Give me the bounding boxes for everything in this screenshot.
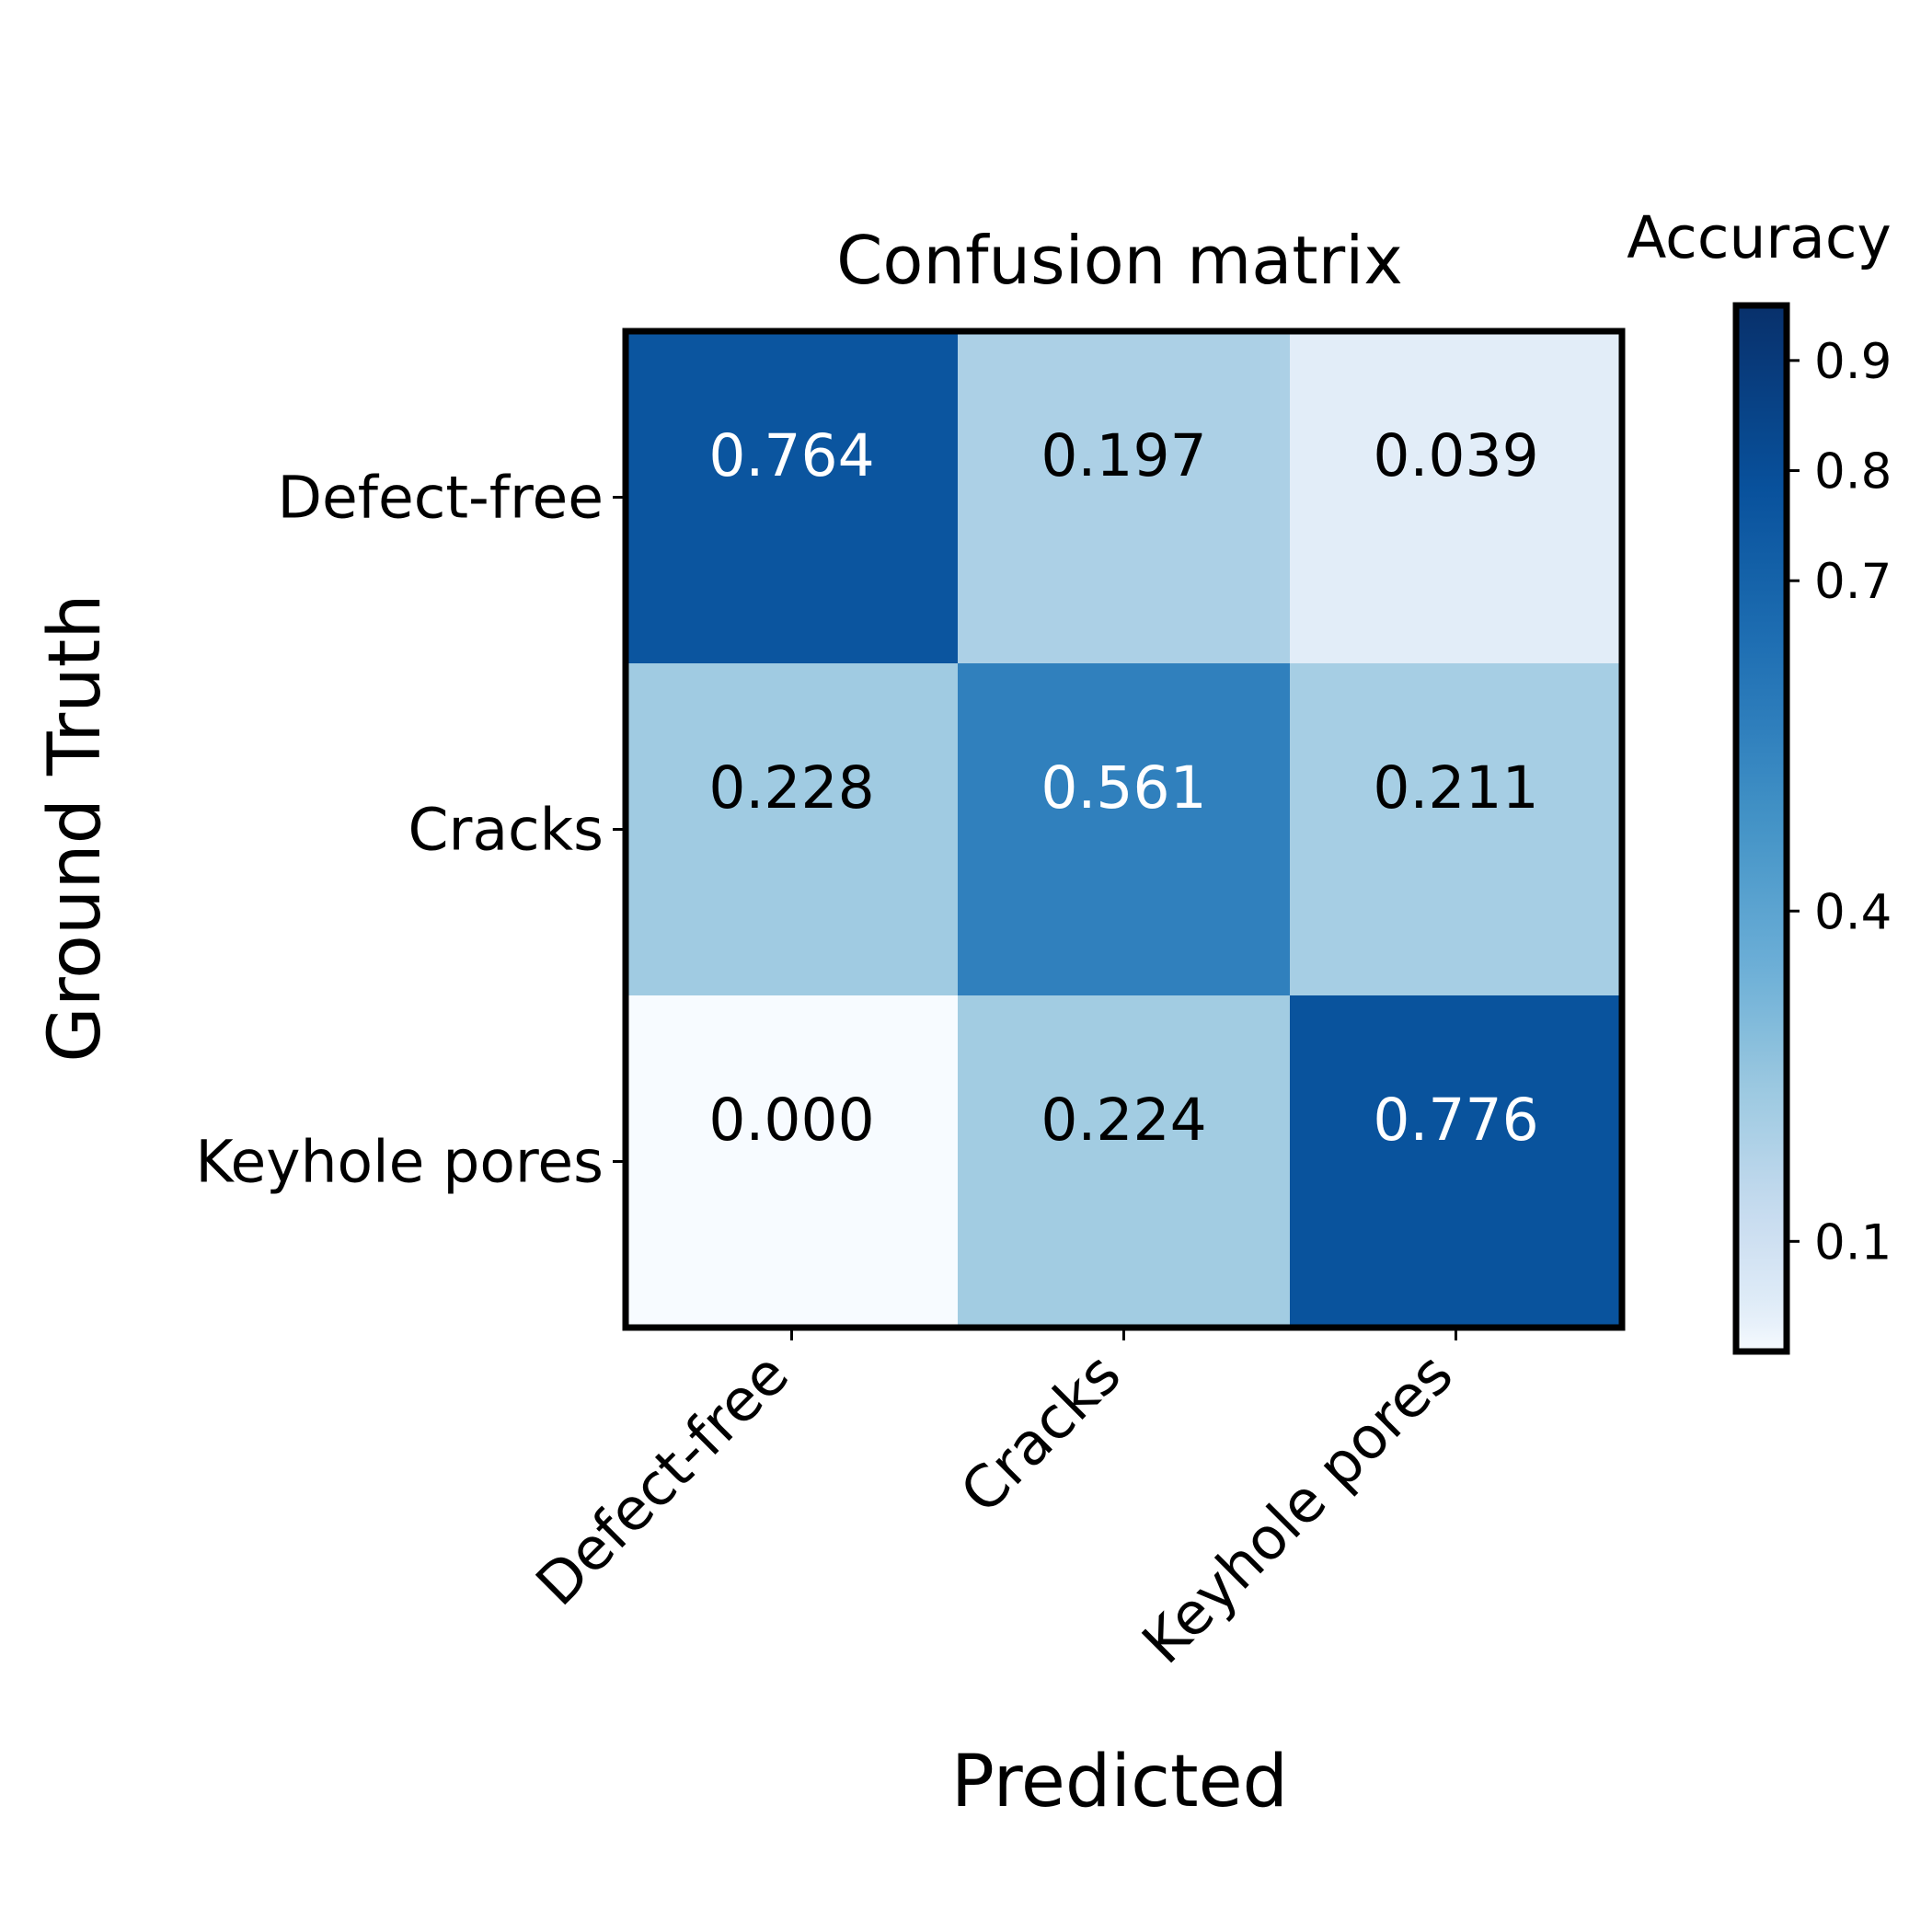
- cell-value-label: 0.039: [1373, 422, 1538, 489]
- y-axis-label: Ground Truth: [34, 593, 117, 1062]
- heatmap-cell: [958, 663, 1290, 995]
- cell-value-label: 0.776: [1373, 1087, 1538, 1154]
- cell-value-label: 0.764: [708, 422, 874, 489]
- cell-value-label: 0.000: [708, 1087, 874, 1154]
- colorbar-tick-label: 0.8: [1814, 444, 1892, 500]
- heatmap-cell: [958, 331, 1290, 663]
- y-axis-ticks: Defect-free Cracks Keyhole pores: [195, 465, 626, 1196]
- x-axis-label: Predicted: [951, 1741, 1288, 1823]
- colorbar-title: Accuracy: [1627, 204, 1892, 271]
- colorbar-tick-label: 0.9: [1814, 334, 1892, 390]
- heatmap-cells: [626, 331, 1622, 1328]
- heatmap-cell: [626, 995, 958, 1328]
- heatmap-cell: [626, 331, 958, 663]
- cell-value-label: 0.224: [1041, 1087, 1206, 1154]
- cell-value-label: 0.561: [1041, 754, 1206, 822]
- heatmap-cell: [1290, 331, 1622, 663]
- colorbar-tick-label: 0.7: [1814, 554, 1892, 610]
- cell-value-label: 0.228: [708, 754, 874, 822]
- colorbar-ticks: 0.1 0.4 0.7 0.8 0.9: [1787, 334, 1892, 1271]
- colorbar: [1732, 302, 1790, 1355]
- x-tick-label: Keyhole pores: [1130, 1340, 1466, 1676]
- colorbar-tick-label: 0.1: [1814, 1214, 1892, 1271]
- heatmap-cell: [626, 663, 958, 995]
- chart-title: Confusion matrix: [836, 222, 1403, 299]
- cell-value-label: 0.211: [1373, 754, 1538, 822]
- cell-value-label: 0.197: [1041, 422, 1206, 489]
- x-tick-label: Defect-free: [523, 1340, 801, 1618]
- y-tick-label: Keyhole pores: [195, 1129, 604, 1196]
- y-tick-label: Defect-free: [278, 465, 604, 532]
- colorbar-tick-label: 0.4: [1814, 884, 1892, 940]
- heatmap-cell: [1290, 663, 1622, 995]
- x-tick-label: Cracks: [948, 1340, 1133, 1526]
- y-tick-label: Cracks: [408, 797, 604, 864]
- heatmap-cell: [1290, 995, 1622, 1328]
- heatmap-cell: [958, 995, 1290, 1328]
- heatmap-cell-labels: 0.764 0.197 0.039 0.228 0.561 0.211 0.000 0.224…: [708, 422, 1538, 1154]
